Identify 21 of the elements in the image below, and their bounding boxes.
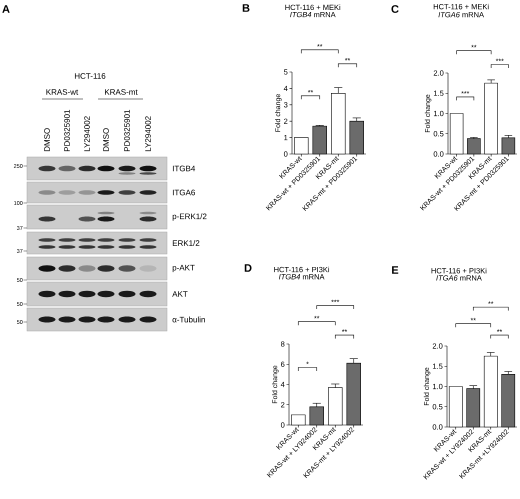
category-label: LY294002	[145, 116, 151, 152]
category-label: AKT	[172, 291, 188, 297]
text: E	[392, 266, 398, 274]
category-label: ITGB4	[172, 166, 196, 172]
text: HCT-116	[74, 73, 106, 79]
category-label: DMSO	[44, 128, 50, 152]
category-label: LY294002	[84, 116, 90, 152]
category-label: p-ERK1/2	[172, 213, 206, 221]
category-label: ERK1/2	[172, 240, 200, 246]
text: B	[242, 4, 250, 12]
text: KRAS-mt	[104, 89, 138, 95]
category-label: DMSO	[103, 128, 109, 152]
text: C	[391, 5, 399, 13]
text: D	[244, 264, 252, 272]
text: KRAS-wt	[46, 89, 78, 95]
category-label: p-AKT	[172, 264, 195, 272]
category-label: PD0325901	[124, 110, 130, 152]
text: A	[2, 5, 10, 13]
category-label: α-Tubulin	[172, 316, 205, 322]
category-label: ITGA6	[172, 190, 195, 196]
category-label: PD0325901	[64, 110, 70, 152]
